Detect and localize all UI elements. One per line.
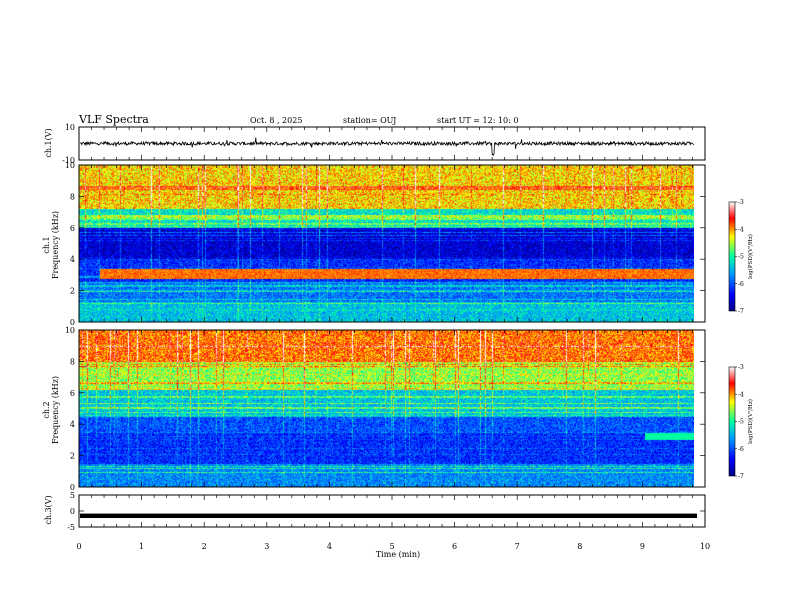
x-axis-tick-label: 0	[76, 542, 81, 551]
figure-title: VLF Spectra	[78, 113, 149, 126]
ch1-frequency-ylabel: Frequency (kHz)	[51, 211, 60, 279]
ch2-channel-ylabel: ch.2	[42, 401, 51, 418]
ch1-channel-ylabel: ch.1	[42, 236, 51, 253]
x-axis-tick-label: 4	[327, 542, 332, 551]
x-axis-tick-label: 1	[139, 542, 144, 551]
x-axis-tick-label: 7	[515, 542, 520, 551]
ch1-colorbar-tick-label: -6	[738, 281, 744, 288]
ch3-voltage-ylabel: ch.3(V)	[44, 495, 53, 524]
ch1-frequency-tick-label: 0	[70, 318, 75, 327]
ch2-spectrogram-image	[79, 330, 694, 487]
x-axis-tick-label: 2	[202, 542, 207, 551]
ch1-colorbar-tick-label: -5	[738, 254, 744, 261]
ch2-colorbar-scale	[728, 366, 736, 477]
station-label: station= OUJ	[343, 116, 396, 125]
x-axis-tick-labels: 0 1 2 3 4 5 6 7 8 9 10	[76, 542, 710, 551]
ch2-colorbar-label: log(PSD)(V²/Hz)	[747, 399, 754, 444]
ch1-waveform-line	[79, 137, 695, 156]
ch1-colorbar: -3 -4 -5 -6 -7 log(PSD)(V²/Hz)	[728, 199, 754, 315]
ch1-waveform-panel: 10 -10	[62, 123, 706, 165]
ch2-frequency-tick-label: 2	[70, 452, 75, 461]
ch2-colorbar-tick-label: -3	[738, 364, 744, 371]
x-axis-tick-label: 5	[389, 542, 394, 551]
ch1-colorbar-tick-label: -7	[738, 308, 744, 315]
date-label: Oct. 8 , 2025	[250, 116, 302, 125]
ch1-colorbar-scale	[728, 201, 736, 312]
ch2-frequency-tick-label: 6	[70, 389, 75, 398]
x-axis-tick-label: 6	[452, 542, 457, 551]
ch1-spectrogram-image	[79, 165, 694, 322]
x-axis-label: Time (min)	[376, 550, 420, 559]
ch3-voltage-tick-label: 0	[70, 507, 75, 516]
ch1-colorbar-tick-label: -3	[738, 199, 744, 206]
ch3-voltage-tick-label: -5	[67, 523, 75, 532]
ch2-frequency-tick-label: 0	[70, 483, 75, 492]
ch2-colorbar-tick-label: -7	[738, 473, 744, 480]
x-axis-tick-label: 10	[700, 542, 710, 551]
ch1-colorbar-tick-label: -4	[738, 226, 744, 233]
ch1-colorbar-label: log(PSD)(V²/Hz)	[747, 234, 754, 279]
x-axis-tick-label: 3	[264, 542, 269, 551]
ch2-colorbar-tick-label: -5	[738, 419, 744, 426]
ch2-frequency-tick-label: 4	[70, 420, 75, 429]
ch1-voltage-tick-label: 10	[65, 123, 75, 132]
ch2-frequency-tick-label: 8	[70, 357, 75, 366]
ch2-colorbar: -3 -4 -5 -6 -7 log(PSD)(V²/Hz)	[728, 364, 754, 480]
ch2-frequency-tick-label: 10	[65, 326, 75, 335]
ch2-colorbar-tick-label: -6	[738, 446, 744, 453]
ch2-spectrogram-panel: 10 8 6 4 2 0	[65, 326, 706, 492]
ch1-frequency-tick-label: 6	[70, 224, 75, 233]
ch1-frequency-tick-label: 10	[65, 161, 75, 170]
ch1-frequency-tick-label: 4	[70, 255, 75, 264]
ch2-colorbar-tick-label: -4	[738, 391, 744, 398]
ch1-frequency-tick-label: 8	[70, 192, 75, 201]
ch1-frequency-tick-label: 2	[70, 287, 75, 296]
ch1-voltage-ylabel: ch.1(V)	[44, 128, 53, 157]
x-axis-tick-label: 9	[640, 542, 645, 551]
ch3-waveform-panel: 5 0 -5	[67, 491, 706, 532]
ch2-frequency-ylabel: Frequency (kHz)	[51, 376, 60, 444]
ch1-spectrogram-panel: 10 8 6 4 2 0	[65, 161, 706, 327]
start-time-label: start UT = 12: 10: 0	[437, 116, 518, 125]
ch3-voltage-tick-label: 5	[70, 491, 75, 500]
x-axis-tick-label: 8	[577, 542, 582, 551]
ch1-voltage-tick-label: -10	[62, 156, 75, 165]
ch3-waveform-line	[80, 513, 697, 518]
